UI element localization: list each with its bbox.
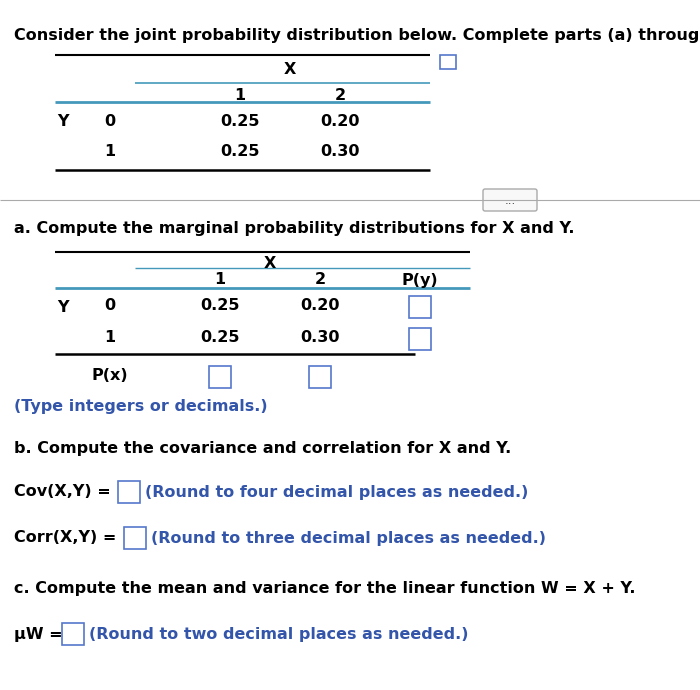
Bar <box>409 328 431 350</box>
FancyBboxPatch shape <box>483 189 537 211</box>
Text: Cov(X,Y) =: Cov(X,Y) = <box>14 484 111 500</box>
Text: 0.25: 0.25 <box>220 144 260 159</box>
Text: X: X <box>284 63 296 77</box>
Bar <box>209 366 231 388</box>
Text: (Round to four decimal places as needed.): (Round to four decimal places as needed.… <box>145 484 528 500</box>
Text: P(y): P(y) <box>402 273 438 288</box>
Text: 0: 0 <box>104 299 116 313</box>
Text: 2: 2 <box>335 88 346 103</box>
Bar <box>118 481 140 503</box>
Bar <box>309 366 331 388</box>
Text: Y: Y <box>57 301 69 315</box>
Text: 0.20: 0.20 <box>300 299 340 313</box>
Text: (Round to two decimal places as needed.): (Round to two decimal places as needed.) <box>89 627 468 642</box>
Text: 1: 1 <box>214 273 225 288</box>
Text: 0.20: 0.20 <box>321 115 360 130</box>
Text: b. Compute the covariance and correlation for X and Y.: b. Compute the covariance and correlatio… <box>14 440 511 455</box>
Text: 2: 2 <box>314 273 326 288</box>
Bar <box>440 55 456 69</box>
Text: Consider the joint probability distribution below. Complete parts (a) through (c: Consider the joint probability distribut… <box>14 28 700 43</box>
Text: μW =: μW = <box>14 627 62 642</box>
Text: 1: 1 <box>104 331 116 346</box>
Bar <box>409 296 431 318</box>
Bar <box>62 623 84 645</box>
Bar <box>124 527 146 549</box>
Text: X: X <box>264 257 276 271</box>
Text: a. Compute the marginal probability distributions for X and Y.: a. Compute the marginal probability dist… <box>14 221 575 235</box>
Text: 0.25: 0.25 <box>200 299 239 313</box>
Text: (Round to three decimal places as needed.): (Round to three decimal places as needed… <box>151 531 546 546</box>
Text: 1: 1 <box>104 144 116 159</box>
Text: (Type integers or decimals.): (Type integers or decimals.) <box>14 399 267 413</box>
Text: 0.25: 0.25 <box>220 115 260 130</box>
Text: 1: 1 <box>234 88 246 103</box>
Text: 0.30: 0.30 <box>321 144 360 159</box>
Text: c. Compute the mean and variance for the linear function W = X + Y.: c. Compute the mean and variance for the… <box>14 580 636 595</box>
Text: ...: ... <box>505 193 516 206</box>
Text: P(x): P(x) <box>92 368 128 384</box>
Text: Corr(X,Y) =: Corr(X,Y) = <box>14 531 116 546</box>
Text: 0: 0 <box>104 115 116 130</box>
Text: 0.25: 0.25 <box>200 331 239 346</box>
Text: Y: Y <box>57 115 69 130</box>
Text: 0.30: 0.30 <box>300 331 340 346</box>
